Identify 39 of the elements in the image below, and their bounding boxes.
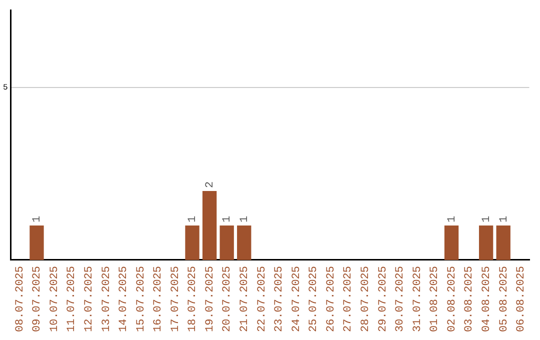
x-tick-label: 27.07.2025 bbox=[342, 266, 355, 332]
x-tick-label: 26.07.2025 bbox=[325, 266, 338, 332]
x-tick-label: 12.07.2025 bbox=[83, 266, 96, 332]
x-tick-label: 02.08.2025 bbox=[446, 266, 458, 332]
x-tick-label: 20.07.2025 bbox=[222, 266, 234, 332]
x-tick-label: 17.07.2025 bbox=[170, 266, 182, 332]
data-label: 1 bbox=[480, 216, 493, 223]
data-label: 1 bbox=[446, 216, 458, 223]
x-tick-label: 30.07.2025 bbox=[394, 266, 407, 332]
x-tick-label: 10.07.2025 bbox=[48, 266, 61, 332]
data-label: 1 bbox=[222, 216, 234, 223]
x-tick-label: 18.07.2025 bbox=[187, 266, 200, 332]
x-tick-label: 22.07.2025 bbox=[256, 266, 268, 332]
x-tick-label: 14.07.2025 bbox=[118, 266, 130, 332]
x-tick-label: 05.08.2025 bbox=[498, 266, 510, 332]
x-tick-label: 19.07.2025 bbox=[204, 266, 216, 332]
x-tick-label: 01.08.2025 bbox=[429, 266, 442, 332]
x-tick-label: 29.07.2025 bbox=[377, 266, 390, 332]
x-tick-label: 15.07.2025 bbox=[135, 266, 148, 332]
x-tick-label: 08.07.2025 bbox=[14, 266, 26, 332]
x-tick-label: 04.08.2025 bbox=[480, 266, 493, 332]
data-label: 1 bbox=[187, 216, 200, 223]
x-tick-label: 16.07.2025 bbox=[152, 266, 165, 332]
x-tick-label: 25.07.2025 bbox=[308, 266, 320, 332]
x-tick-label: 06.08.2025 bbox=[516, 266, 528, 332]
x-tick-label: 28.07.2025 bbox=[360, 266, 372, 332]
x-tick-label: 13.07.2025 bbox=[100, 266, 113, 332]
data-label: 1 bbox=[239, 216, 252, 223]
x-tick-label: 23.07.2025 bbox=[274, 266, 286, 332]
y-tick-label: 5 bbox=[2, 84, 8, 93]
x-tick-label: 21.07.2025 bbox=[239, 266, 252, 332]
data-label: 1 bbox=[498, 216, 510, 223]
x-tick-label: 03.08.2025 bbox=[464, 266, 476, 332]
x-tick-label: 31.07.2025 bbox=[412, 266, 424, 332]
x-tick-label: 24.07.2025 bbox=[290, 266, 303, 332]
x-tick-label: 11.07.2025 bbox=[66, 266, 78, 332]
x-tick-label: 09.07.2025 bbox=[32, 266, 44, 332]
data-label: 1 bbox=[32, 216, 44, 223]
data-label: 2 bbox=[204, 181, 216, 188]
